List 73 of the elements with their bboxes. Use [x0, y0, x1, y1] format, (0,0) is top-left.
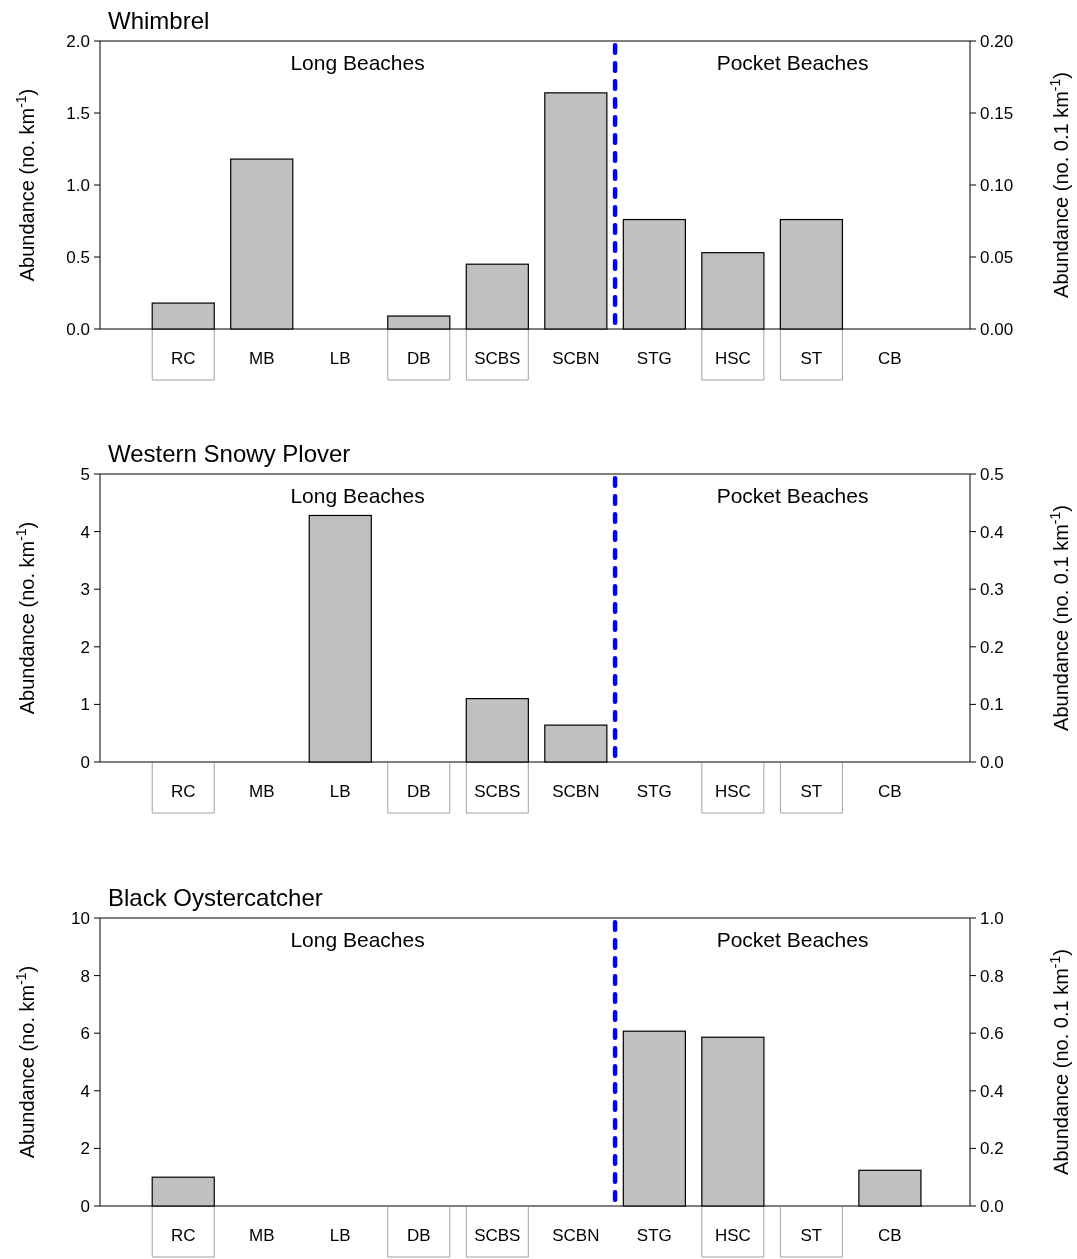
y-tick-label: 3 [80, 580, 90, 600]
x-tick-label: LB [329, 1225, 351, 1245]
y2-tick-label: 0.5 [980, 464, 1004, 484]
x-tick-label: MB [249, 781, 275, 801]
x-tick-label: CB [878, 781, 902, 801]
x-tick-label: STG [636, 781, 672, 801]
x-tick-label: DB [406, 348, 431, 368]
annotation: Long Beaches [290, 484, 425, 508]
y2-tick-label: 0.15 [980, 103, 1014, 123]
x-tick-label: CB [878, 1225, 902, 1245]
x-tick-label: RC [170, 1225, 196, 1245]
y-tick-label: 0.5 [66, 247, 90, 267]
x-tick-label: RC [170, 348, 196, 368]
annotation: Long Beaches [290, 51, 425, 75]
annotation: Pocket Beaches [716, 484, 869, 508]
x-tick-label: SCBS [474, 348, 521, 368]
x-tick-label: SCBN [552, 348, 600, 368]
y2-tick-label: 0.1 [980, 695, 1004, 715]
x-tick-label: RC [170, 781, 196, 801]
y2-tick-label: 0.4 [980, 522, 1004, 542]
x-tick-label: MB [249, 1225, 275, 1245]
y2-tick-label: 0.2 [980, 1139, 1004, 1159]
y-tick-label: 1 [80, 695, 90, 715]
y2-tick-label: 0.10 [980, 175, 1014, 195]
x-tick-label: CB [878, 348, 902, 368]
x-tick-label: ST [800, 781, 823, 801]
x-tick-label: SCBN [552, 781, 600, 801]
annotation: Pocket Beaches [716, 928, 869, 952]
y-tick-label: 2.0 [66, 31, 90, 51]
x-tick-label: ST [800, 348, 823, 368]
x-tick-label: SCBS [474, 1225, 521, 1245]
chart-title: Western Snowy Plover [108, 440, 351, 467]
y2-tick-label: 0.0 [980, 1196, 1004, 1216]
x-tick-label: HSC [714, 1225, 751, 1245]
y-tick-label: 4 [80, 1081, 90, 1101]
y-tick-label: 5 [80, 464, 90, 484]
y2-tick-label: 0.4 [980, 1081, 1004, 1101]
y2-tick-label: 0.3 [980, 580, 1004, 600]
x-tick-label: DB [406, 781, 431, 801]
y-tick-label: 0.0 [66, 319, 90, 339]
x-tick-label: LB [329, 348, 351, 368]
y-tick-label: 6 [80, 1024, 90, 1044]
y2-tick-label: 0.0 [980, 752, 1004, 772]
y2-tick-label: 0.00 [980, 319, 1014, 339]
annotation: Long Beaches [290, 928, 425, 952]
x-tick-label: STG [636, 348, 672, 368]
x-tick-label: MB [249, 348, 275, 368]
x-tick-label: DB [406, 1225, 431, 1245]
x-tick-label: SCBS [474, 781, 521, 801]
annotation: Pocket Beaches [716, 51, 869, 75]
x-tick-label: ST [800, 1225, 823, 1245]
y-tick-label: 8 [80, 966, 90, 986]
y2-tick-label: 0.2 [980, 637, 1004, 657]
y2-tick-label: 1.0 [980, 908, 1004, 928]
x-tick-label: HSC [714, 348, 751, 368]
x-tick-label: STG [636, 1225, 672, 1245]
x-tick-label: LB [329, 781, 351, 801]
x-tick-label: HSC [714, 781, 751, 801]
y-tick-label: 2 [80, 637, 90, 657]
y2-tick-label: 0.05 [980, 247, 1014, 267]
y-tick-label: 0 [80, 1196, 90, 1216]
y-tick-label: 0 [80, 752, 90, 772]
y2-tick-label: 0.6 [980, 1024, 1004, 1044]
x-tick-label: SCBN [552, 1225, 600, 1245]
y-tick-label: 1.0 [66, 175, 90, 195]
y-tick-label: 2 [80, 1139, 90, 1159]
y2-tick-label: 0.8 [980, 966, 1004, 986]
chart-title: Black Oystercatcher [108, 884, 323, 911]
y2-tick-label: 0.20 [980, 31, 1014, 51]
y-tick-label: 10 [71, 908, 90, 928]
y-tick-label: 1.5 [66, 103, 90, 123]
y-tick-label: 4 [80, 522, 90, 542]
chart-title: Whimbrel [108, 7, 210, 34]
